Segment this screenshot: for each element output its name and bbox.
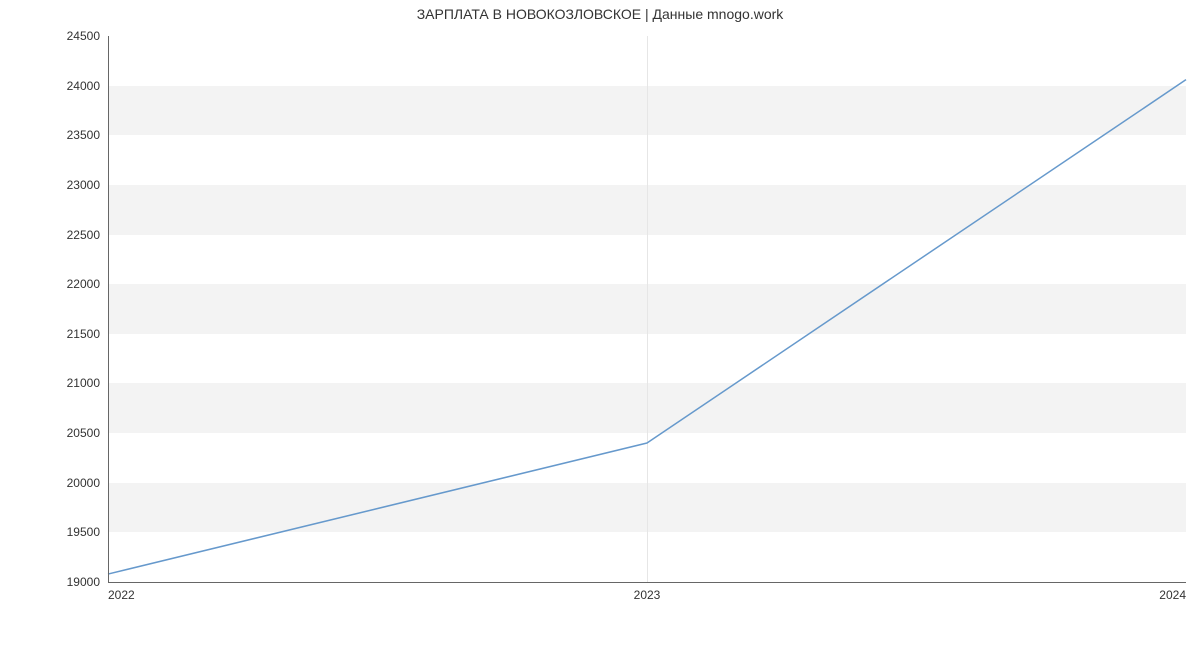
x-axis-line — [108, 582, 1186, 583]
y-tick-label: 19500 — [67, 525, 100, 539]
y-tick-label: 22500 — [67, 228, 100, 242]
y-axis-line — [108, 36, 109, 582]
plot-area: 1900019500200002050021000215002200022500… — [108, 36, 1186, 582]
y-tick-label: 21500 — [67, 327, 100, 341]
x-tick-label: 2022 — [108, 588, 135, 602]
y-tick-label: 20500 — [67, 426, 100, 440]
y-tick-label: 22000 — [67, 277, 100, 291]
line-series — [108, 36, 1186, 582]
y-tick-label: 24500 — [67, 29, 100, 43]
x-tick-label: 2024 — [1159, 588, 1186, 602]
y-tick-label: 24000 — [67, 79, 100, 93]
y-tick-label: 23000 — [67, 178, 100, 192]
x-tick-label: 2023 — [634, 588, 661, 602]
y-tick-label: 23500 — [67, 128, 100, 142]
y-tick-label: 20000 — [67, 476, 100, 490]
y-tick-label: 21000 — [67, 376, 100, 390]
chart-container: ЗАРПЛАТА В НОВОКОЗЛОВСКОЕ | Данные mnogo… — [0, 0, 1200, 650]
series-line — [108, 80, 1186, 574]
chart-title: ЗАРПЛАТА В НОВОКОЗЛОВСКОЕ | Данные mnogo… — [0, 6, 1200, 22]
y-tick-label: 19000 — [67, 575, 100, 589]
